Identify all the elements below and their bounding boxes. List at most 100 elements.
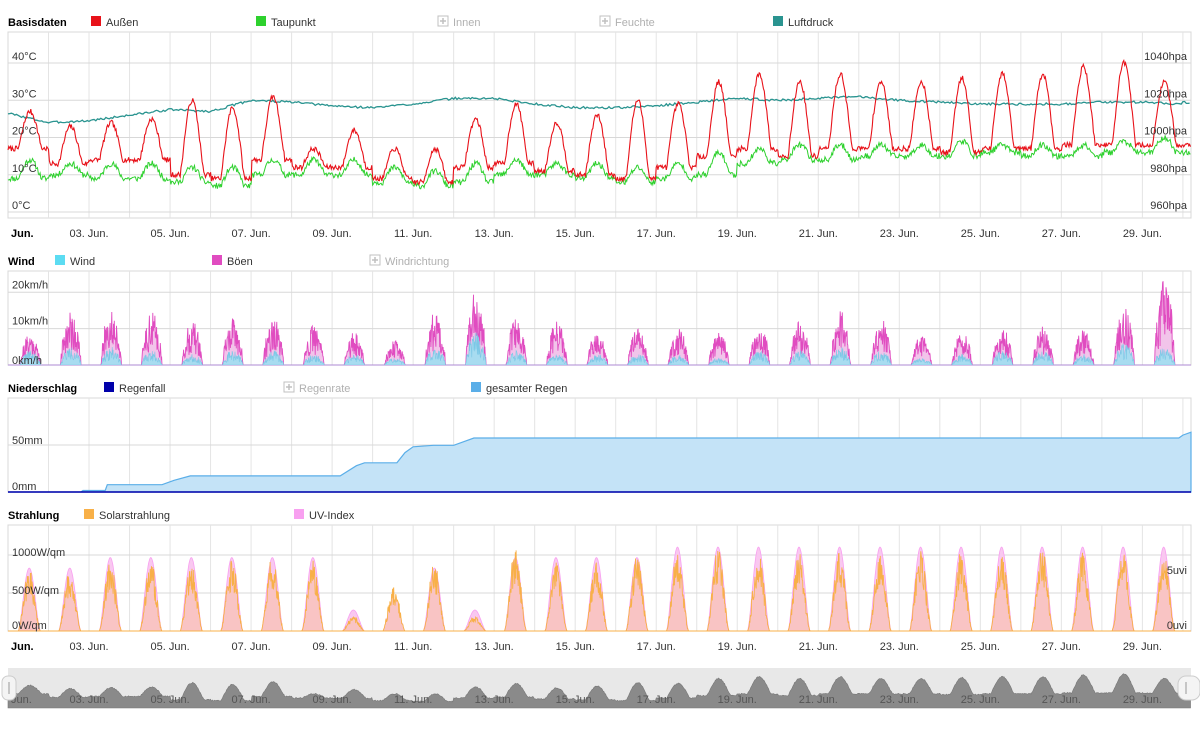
y-axis-left-niederschlag: 0mm 50mm xyxy=(12,435,43,493)
panel-basisdaten: Basisdaten Außen Taupunkt Innen Feuchte … xyxy=(7,15,1192,240)
x-axis-strahlung: Jun. 03. Jun. 05. Jun. 07. Jun. 09. Jun. 11. … xyxy=(11,641,1162,653)
y-axis-left-wind: 0km/h 10km/h 20km/h xyxy=(12,279,48,367)
panel-title-wind: Wind xyxy=(8,256,35,268)
navigator-label: 03. Jun. xyxy=(69,694,108,706)
x-tick-label: 17. Jun. xyxy=(637,228,676,240)
x-tick-label: 15. Jun. xyxy=(556,228,595,240)
y-tick-label-wind: 0km/h xyxy=(12,355,42,367)
panel-wind: Wind Wind Böen Windrichtung 0km/h 10km/h 2… xyxy=(7,254,1192,367)
x-tick-label: 21. Jun. xyxy=(799,228,838,240)
navigator-label: 07. Jun. xyxy=(232,694,271,706)
legend-item-innen[interactable]: Innen xyxy=(437,15,481,29)
series-line-luftdruck xyxy=(7,95,1190,124)
disabled-icon xyxy=(440,18,446,24)
legend-item-luftdruck[interactable]: Luftdruck xyxy=(773,16,834,29)
legend-label-windrichtung: Windrichtung xyxy=(385,256,449,268)
y-tick-label-temperature: 20°C xyxy=(12,126,37,138)
series-area-wind xyxy=(8,332,1191,366)
navigator[interactable]: Jun. 03. Jun. 05. Jun. 07. Jun. 09. Jun. 11. … xyxy=(1,668,1200,709)
y-axis-left-strahlung: 0W/qm 500W/qm 1000W/qm xyxy=(12,547,65,632)
x-tick-label: 03. Jun. xyxy=(69,228,108,240)
legend-item-regenrate[interactable]: Regenrate xyxy=(283,381,350,395)
legend-swatch-gesamter-regen xyxy=(471,382,481,392)
y-tick-label-pressure: 960hpa xyxy=(1150,200,1188,212)
x-tick-label: 07. Jun. xyxy=(232,228,271,240)
legend-item-gesamter-regen[interactable]: gesamter Regen xyxy=(471,382,567,395)
legend-item-regenfall[interactable]: Regenfall xyxy=(104,382,165,395)
x-tick-label: 03. Jun. xyxy=(69,641,108,653)
legend-swatch-taupunkt xyxy=(256,16,266,26)
x-tick-label: 07. Jun. xyxy=(232,641,271,653)
legend-label-taupunkt: Taupunkt xyxy=(271,17,316,29)
legend-swatch-wind xyxy=(55,255,65,265)
y-tick-label-solar: 1000W/qm xyxy=(12,547,65,559)
y-axis-left-basisdaten: 0°C 10°C 20°C 30°C 40°C xyxy=(12,51,37,212)
legend-swatch-windrichtung-disabled xyxy=(369,254,381,266)
y-tick-label-wind: 20km/h xyxy=(12,279,48,291)
legend-label-regenrate: Regenrate xyxy=(299,383,350,395)
navigator-label: 23. Jun. xyxy=(880,694,919,706)
navigator-label: 17. Jun. xyxy=(637,694,676,706)
y-tick-label-wind: 10km/h xyxy=(12,316,48,328)
y-tick-label-uv: 0uvi xyxy=(1167,620,1187,632)
legend-swatch-luftdruck xyxy=(773,16,783,26)
panel-title-basisdaten: Basisdaten xyxy=(8,17,67,29)
legend-item-wind[interactable]: Wind xyxy=(55,255,95,268)
x-tick-label: 25. Jun. xyxy=(961,228,1000,240)
disabled-icon xyxy=(602,18,608,24)
plot-area-wind xyxy=(8,281,1191,366)
x-tick-label: 05. Jun. xyxy=(150,641,189,653)
x-tick-label: 27. Jun. xyxy=(1042,641,1081,653)
legend-item-windrichtung[interactable]: Windrichtung xyxy=(369,254,449,268)
y-tick-label-pressure: 1020hpa xyxy=(1144,88,1188,100)
x-tick-label: 21. Jun. xyxy=(799,641,838,653)
x-axis-basisdaten: Jun. 03. Jun. 05. Jun. 07. Jun. 09. Jun. 11. … xyxy=(11,228,1162,240)
legend-item-taupunkt[interactable]: Taupunkt xyxy=(256,16,316,29)
navigator-series xyxy=(7,673,1191,709)
plot-area-niederschlag xyxy=(8,431,1192,493)
legend-label-solarstrahlung: Solarstrahlung xyxy=(99,510,170,522)
disabled-icon xyxy=(286,384,292,390)
x-tick-label: 29. Jun. xyxy=(1123,641,1162,653)
legend-item-boeen[interactable]: Böen xyxy=(212,255,253,268)
navigator-handle-right[interactable] xyxy=(1177,675,1200,701)
navigator-handle-right-knob[interactable] xyxy=(1177,675,1200,701)
x-tick-label: 19. Jun. xyxy=(718,641,757,653)
navigator-handle-left[interactable] xyxy=(1,675,17,701)
legend-item-solarstrahlung[interactable]: Solarstrahlung xyxy=(84,509,170,522)
legend-swatch-boeen xyxy=(212,255,222,265)
navigator-label-start: Jun. xyxy=(11,694,32,706)
series-line-aussen xyxy=(7,58,1192,187)
x-tick-label: 23. Jun. xyxy=(880,641,919,653)
y-tick-label-rain: 0mm xyxy=(12,481,36,493)
x-tick-label: 25. Jun. xyxy=(961,641,1000,653)
disabled-icon xyxy=(372,257,378,263)
legend-item-uv-index[interactable]: UV-Index xyxy=(294,509,355,522)
legend-label-feuchte: Feuchte xyxy=(615,17,655,29)
navigator-label: 29. Jun. xyxy=(1123,694,1162,706)
legend-label-wind: Wind xyxy=(70,256,95,268)
x-tick-label: 09. Jun. xyxy=(313,641,352,653)
series-area-solarstrahlung xyxy=(8,550,1191,632)
legend-label-gesamter-regen: gesamter Regen xyxy=(486,383,567,395)
y-tick-label-temperature: 40°C xyxy=(12,51,37,63)
navigator-label: 19. Jun. xyxy=(718,694,757,706)
y-tick-label-pressure: 980hpa xyxy=(1150,163,1188,175)
y-tick-label-temperature: 0°C xyxy=(12,200,31,212)
x-tick-label-start: Jun. xyxy=(11,641,34,653)
navigator-label: 21. Jun. xyxy=(799,694,838,706)
y-tick-label-uv: 5uvi xyxy=(1167,565,1187,577)
y-tick-label-rain: 50mm xyxy=(12,435,43,447)
legend-label-aussen: Außen xyxy=(106,17,138,29)
navigator-label: 15. Jun. xyxy=(556,694,595,706)
legend-label-luftdruck: Luftdruck xyxy=(788,17,834,29)
legend-item-feuchte[interactable]: Feuchte xyxy=(599,15,655,29)
grid-basisdaten xyxy=(7,31,1192,219)
y-tick-label-pressure: 1040hpa xyxy=(1144,51,1188,63)
legend-swatch-uv-index xyxy=(294,509,304,519)
panel-niederschlag: Niederschlag Regenfall Regenrate gesamte… xyxy=(7,381,1192,493)
legend-item-aussen[interactable]: Außen xyxy=(91,16,138,29)
legend-label-boeen: Böen xyxy=(227,256,253,268)
